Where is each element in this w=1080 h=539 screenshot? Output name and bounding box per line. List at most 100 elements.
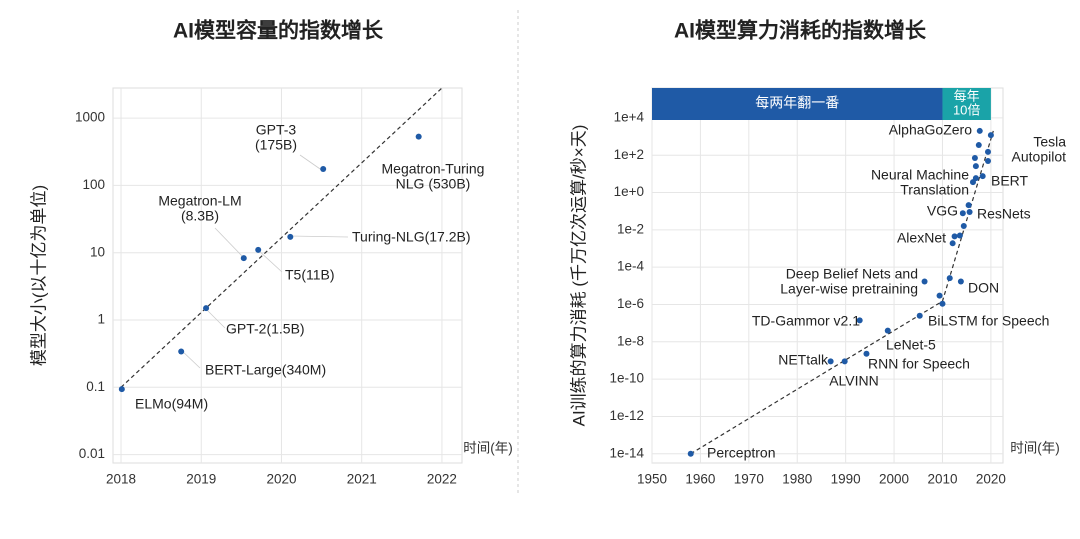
y-axis-label: AI训练的算力消耗 (千万亿次运算/秒×天) xyxy=(569,125,588,427)
y-tick-label: 1000 xyxy=(75,110,105,125)
data-point xyxy=(987,132,994,139)
point-label: Layer-wise pretraining xyxy=(780,281,918,297)
data-point xyxy=(949,240,956,247)
point-label: Neural Machine xyxy=(871,167,969,183)
period-band xyxy=(942,88,991,120)
data-point xyxy=(320,166,327,173)
period-label: 10倍 xyxy=(953,102,980,117)
data-point xyxy=(255,246,262,253)
data-point xyxy=(178,348,185,355)
point-label: GPT-3 xyxy=(256,122,297,138)
y-tick-label: 1e-14 xyxy=(609,445,644,460)
data-point xyxy=(687,450,694,457)
data-point xyxy=(946,275,953,282)
data-point xyxy=(972,175,979,182)
x-axis-label: 时间(年) xyxy=(1010,441,1060,456)
x-tick-label: 2019 xyxy=(186,472,216,487)
leader-line xyxy=(204,307,226,329)
x-tick-label: 1970 xyxy=(734,472,764,487)
point-label: AlphaGoZero xyxy=(889,122,972,138)
point-label: VGG xyxy=(927,203,958,219)
y-tick-label: 1e+0 xyxy=(614,184,644,199)
data-point xyxy=(287,233,294,240)
point-label: Perceptron xyxy=(707,445,775,461)
y-tick-label: 1e-8 xyxy=(617,333,644,348)
y-tick-label: 1e+4 xyxy=(614,109,645,124)
point-label: BERT-Large(340M) xyxy=(205,362,326,378)
point-label: Translation xyxy=(900,182,969,198)
data-point xyxy=(884,327,891,334)
x-tick-label: 1960 xyxy=(685,472,715,487)
y-tick-label: 1e-2 xyxy=(617,221,644,236)
period-band xyxy=(652,88,943,120)
x-tick-label: 2020 xyxy=(266,472,296,487)
x-tick-label: 2022 xyxy=(427,472,457,487)
leader-line xyxy=(214,227,244,258)
y-tick-label: 1e-12 xyxy=(609,408,644,423)
data-point xyxy=(863,350,870,357)
data-point xyxy=(203,305,210,312)
data-point xyxy=(856,317,863,324)
x-tick-label: 2010 xyxy=(927,472,957,487)
y-tick-label: 10 xyxy=(90,244,105,259)
data-point xyxy=(984,148,991,155)
data-point xyxy=(959,210,966,217)
point-label: (8.3B) xyxy=(181,208,219,224)
leader-line xyxy=(299,154,324,172)
y-tick-label: 1e-10 xyxy=(609,371,644,386)
y-tick-label: 1e-6 xyxy=(617,296,644,311)
y-tick-label: 1e+2 xyxy=(614,147,644,162)
point-label: Autopilot xyxy=(1012,149,1067,165)
x-tick-label: 1950 xyxy=(637,472,667,487)
x-tick-label: 2018 xyxy=(106,472,136,487)
period-label: 每两年翻一番 xyxy=(755,95,839,111)
data-point xyxy=(957,278,964,285)
data-point xyxy=(975,142,982,149)
y-tick-label: 0.1 xyxy=(86,379,105,394)
y-tick-label: 0.01 xyxy=(79,446,105,461)
data-point xyxy=(971,154,978,161)
point-label: NETtalk xyxy=(778,352,829,368)
point-label: ResNets xyxy=(977,206,1031,222)
data-point xyxy=(960,223,967,230)
point-label: (175B) xyxy=(255,137,297,153)
data-point xyxy=(921,278,928,285)
point-label: ALVINN xyxy=(829,373,879,389)
plot-area xyxy=(112,87,463,464)
point-label: Megatron-LM xyxy=(158,193,241,209)
data-point xyxy=(841,358,848,365)
y-axis-label: 模型大小(以十亿为单位) xyxy=(29,185,48,366)
data-point xyxy=(240,255,247,262)
period-label: 每年 xyxy=(954,88,980,103)
x-axis-label: 时间(年) xyxy=(463,441,513,456)
data-point xyxy=(415,133,422,140)
leader-line xyxy=(289,235,349,238)
x-tick-label: 2020 xyxy=(976,472,1006,487)
point-label: GPT-2(1.5B) xyxy=(226,321,305,337)
point-label: Turing-NLG(17.2B) xyxy=(352,229,471,245)
point-label: AlexNet xyxy=(897,230,946,246)
chart-title: AI模型容量的指数增长 xyxy=(173,19,384,43)
trend-line xyxy=(120,87,443,388)
point-label: BiLSTM for Speech xyxy=(928,313,1049,329)
data-point xyxy=(984,157,991,164)
point-label: T5(11B) xyxy=(285,267,335,283)
data-point xyxy=(827,358,834,365)
y-tick-label: 1 xyxy=(97,312,105,327)
data-point xyxy=(118,386,125,393)
data-point xyxy=(956,232,963,239)
data-point xyxy=(939,300,946,307)
point-label: RNN for Speech xyxy=(868,356,970,372)
point-label: Megatron-Turing xyxy=(382,161,485,177)
point-label: TD-Gammor v2.1 xyxy=(752,313,860,329)
data-point xyxy=(966,209,973,216)
point-label: Tesla xyxy=(1033,134,1066,150)
y-tick-label: 1e-4 xyxy=(617,259,645,274)
x-tick-label: 2021 xyxy=(347,472,377,487)
data-point xyxy=(972,163,979,170)
point-label: ELMo(94M) xyxy=(135,396,208,412)
data-point xyxy=(936,292,943,299)
x-tick-label: 2000 xyxy=(879,472,909,487)
data-point xyxy=(916,312,923,319)
